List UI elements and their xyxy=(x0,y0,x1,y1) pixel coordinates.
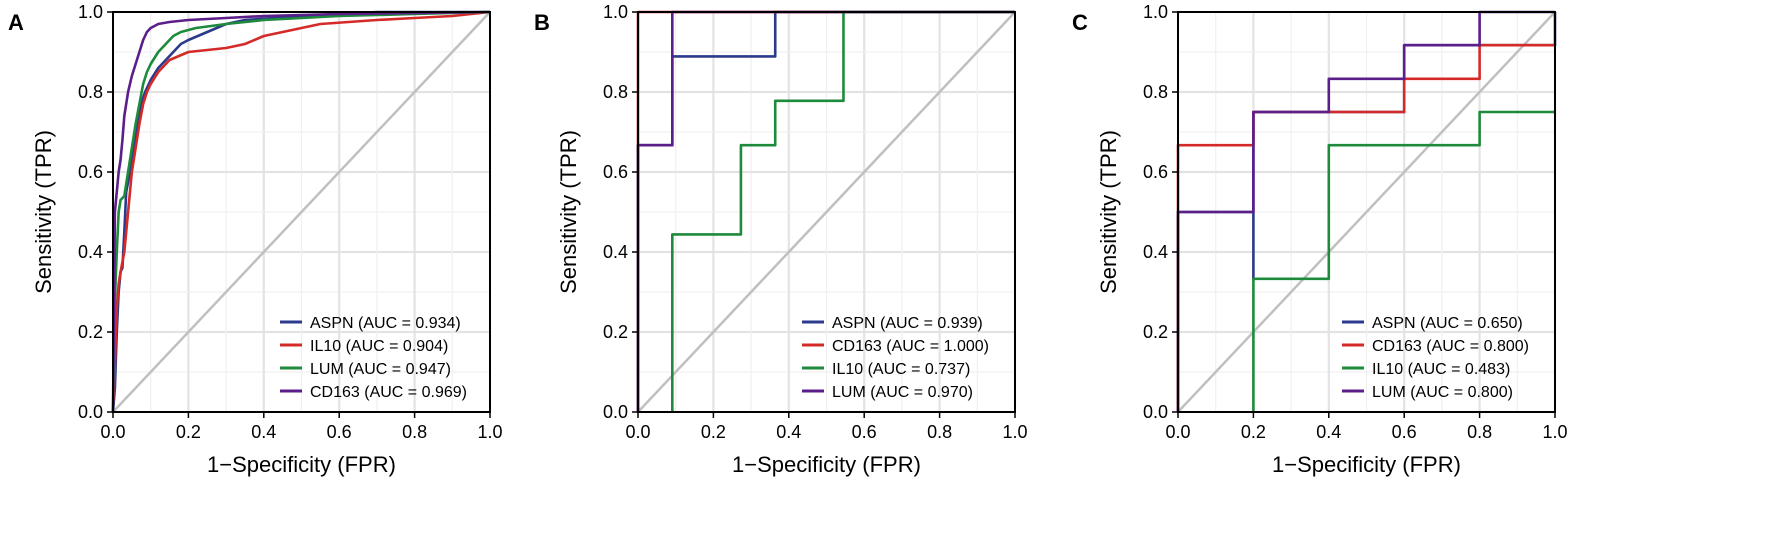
legend-label-il10: IL10 (AUC = 0.904) xyxy=(310,338,448,355)
x-axis-label: 1−Specificity (FPR) xyxy=(732,452,921,477)
x-tick-label: 1.0 xyxy=(477,422,502,442)
legend-label-aspn: ASPN (AUC = 0.650) xyxy=(1372,315,1523,332)
y-tick-label: 0.8 xyxy=(78,82,103,102)
legend-label-cd163: CD163 (AUC = 0.800) xyxy=(1372,338,1529,355)
y-tick-label: 1.0 xyxy=(78,2,103,22)
plot-frame xyxy=(1177,11,1556,413)
x-tick-label: 0.2 xyxy=(1241,422,1266,442)
y-tick-label: 0.0 xyxy=(1143,402,1168,422)
legend: ASPN (AUC = 0.650) CD163 (AUC = 0.800) IL1… xyxy=(1342,315,1529,401)
roc-curve-cd163 xyxy=(111,10,491,413)
y-axis-label: Sensitivity (TPR) xyxy=(556,130,581,294)
y-tick-label: 0.0 xyxy=(78,402,103,422)
legend-label-aspn: ASPN (AUC = 0.939) xyxy=(832,315,983,332)
y-tick-label: 0.2 xyxy=(78,322,103,342)
legend-label-aspn: ASPN (AUC = 0.934) xyxy=(310,315,461,332)
y-tick-label: 0.8 xyxy=(603,82,628,102)
legend-label-cd163: CD163 (AUC = 0.969) xyxy=(310,384,467,401)
y-tick-label: 0.4 xyxy=(603,242,628,262)
x-axis-label: 1−Specificity (FPR) xyxy=(207,452,396,477)
roc-curve-il10 xyxy=(111,10,491,413)
roc-panel-c: C 0.0 0.2 0.4 0.6 0.8 1.0 0.0 0.2 0.4 0.6 0.8 1.0 1−S… xyxy=(1072,2,1568,477)
plot-frame xyxy=(112,11,491,413)
roc-curve-il10 xyxy=(671,10,1015,412)
roc-curve-lum xyxy=(111,10,491,413)
panel-letter: A xyxy=(8,10,24,35)
legend-label-il10: IL10 (AUC = 0.483) xyxy=(1372,361,1510,378)
y-tick-label: 0.4 xyxy=(78,242,103,262)
panel-letter: C xyxy=(1072,10,1088,35)
x-tick-label: 0.6 xyxy=(327,422,352,442)
legend-label-cd163: CD163 (AUC = 1.000) xyxy=(832,338,989,355)
y-tick-label: 1.0 xyxy=(1143,2,1168,22)
y-axis-label: Sensitivity (TPR) xyxy=(31,130,56,294)
legend-label-lum: LUM (AUC = 0.970) xyxy=(832,384,973,401)
y-axis-label: Sensitivity (TPR) xyxy=(1096,130,1121,294)
x-axis-label: 1−Specificity (FPR) xyxy=(1272,452,1461,477)
x-tick-label: 0.4 xyxy=(1316,422,1341,442)
roc-panel-b: B 0.0 0.2 0.4 0.6 0.8 1.0 0.0 0.2 0.4 0.6 0.8 1.0 1−S… xyxy=(534,2,1028,477)
diagonal-reference-line xyxy=(637,11,1016,413)
y-tick-label: 0.4 xyxy=(1143,242,1168,262)
y-tick-label: 0.2 xyxy=(1143,322,1168,342)
roc-panel-a: A 0.0 0.2 0.4 0.6 0.8 1.0 0.0 0.2 0.4 0.6 0.8 1.0 1−S… xyxy=(8,2,503,477)
x-tick-label: 0.8 xyxy=(402,422,427,442)
x-tick-label: 1.0 xyxy=(1542,422,1567,442)
y-tick-label: 1.0 xyxy=(603,2,628,22)
x-tick-label: 0.0 xyxy=(625,422,650,442)
y-tick-label: 0.8 xyxy=(1143,82,1168,102)
x-tick-label: 0.0 xyxy=(1165,422,1190,442)
x-tick-label: 0.0 xyxy=(100,422,125,442)
x-tick-label: 0.6 xyxy=(1392,422,1417,442)
legend-label-il10: IL10 (AUC = 0.737) xyxy=(832,361,970,378)
panel-letter: B xyxy=(534,10,550,35)
legend: ASPN (AUC = 0.939) CD163 (AUC = 1.000) IL1… xyxy=(802,315,989,401)
x-tick-label: 0.2 xyxy=(176,422,201,442)
diagonal-reference-line xyxy=(112,11,491,413)
x-tick-label: 0.4 xyxy=(776,422,801,442)
x-tick-label: 0.8 xyxy=(927,422,952,442)
legend-label-lum: LUM (AUC = 0.947) xyxy=(310,361,451,378)
y-tick-label: 0.0 xyxy=(603,402,628,422)
plot-frame xyxy=(637,11,1016,413)
y-tick-label: 0.2 xyxy=(603,322,628,342)
legend-label-lum: LUM (AUC = 0.800) xyxy=(1372,384,1513,401)
x-tick-label: 1.0 xyxy=(1002,422,1027,442)
x-tick-label: 0.4 xyxy=(251,422,276,442)
y-tick-label: 0.6 xyxy=(1143,162,1168,182)
roc-curve-il10 xyxy=(1252,110,1555,412)
x-tick-label: 0.2 xyxy=(701,422,726,442)
y-tick-label: 0.6 xyxy=(78,162,103,182)
legend: ASPN (AUC = 0.934) IL10 (AUC = 0.904) LUM … xyxy=(280,315,467,401)
x-tick-label: 0.6 xyxy=(852,422,877,442)
y-tick-label: 0.6 xyxy=(603,162,628,182)
diagonal-reference-line xyxy=(1177,11,1556,413)
roc-curve-cd163 xyxy=(1176,43,1555,412)
x-tick-label: 0.8 xyxy=(1467,422,1492,442)
roc-curve-lum xyxy=(1176,10,1555,412)
